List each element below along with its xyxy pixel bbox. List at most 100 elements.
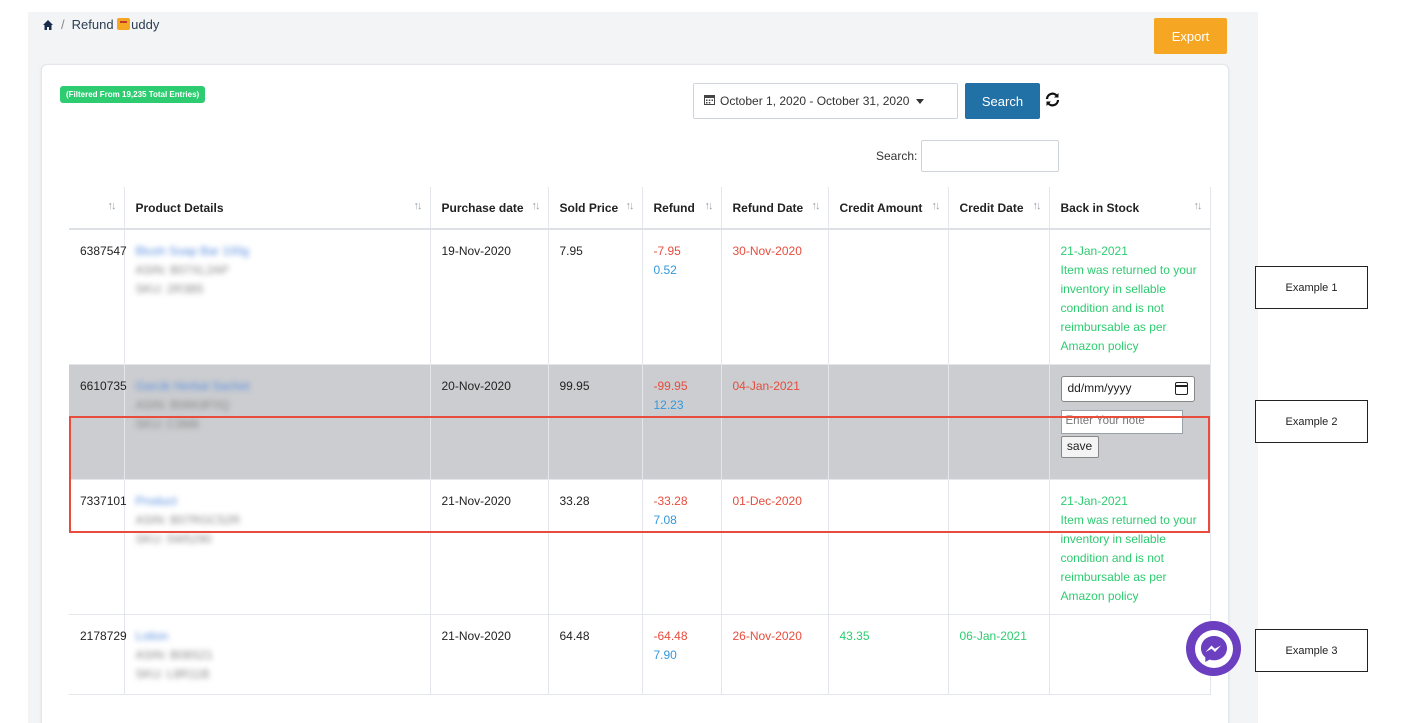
credit-date: 06-Jan-2021 [948,614,1050,695]
column-header-label: Back in Stock [1060,200,1140,215]
column-header-refund-date[interactable]: Refund Date ↑↓ [721,187,829,230]
table-row: 7337101 Product ASIN: B07RGC52R SKU: 5W529… [69,479,1211,615]
product-link[interactable]: Blush Soap Bar 100g [135,244,249,258]
sold-price: 64.48 [548,614,643,695]
back-in-stock-note-line: Item was returned to your [1060,263,1197,277]
purchase-date: 21-Nov-2020 [430,479,549,615]
column-header-id[interactable]: ↑↓ [69,187,125,230]
column-header-label: Credit Amount [839,200,923,215]
column-header-credit-amount[interactable]: Credit Amount ↑↓ [828,187,949,230]
column-header-label: Purchase date [441,200,524,215]
back-in-stock-date: 21-Jan-2021 [1060,244,1128,258]
column-header-product-details[interactable]: Product Details ↑↓ [124,187,431,230]
table-row: 6387547 Blush Soap Bar 100g ASIN: B07XL2A… [69,229,1211,365]
product-asin: ASIN: B07RGC52R [135,512,241,527]
app-window: / Refund uddy Export (Filtered From 19,2… [28,12,1258,723]
credit-date [948,479,1050,615]
annotation-example-2: Example 2 [1255,400,1368,443]
table-row-highlighted: 6610735 Garcik Herbal Sachet ASIN: B06K8F… [69,364,1211,480]
breadcrumb-separator: / [61,17,65,32]
column-header-purchase-date[interactable]: Purchase date ↑↓ [430,187,549,230]
order-id: 6387547 [69,229,127,365]
sort-icon: ↑↓ [625,200,635,212]
calendar-icon[interactable] [1174,382,1188,395]
product-sku: SKU: 5W5290 [135,531,212,546]
blurred-product-info: Product ASIN: B07RGC52R SKU: 5W5290 [136,492,419,549]
sold-price: 7.95 [548,229,643,365]
sort-icon: ↑↓ [1193,200,1203,212]
product-link[interactable]: Garcik Herbal Sachet [135,378,250,393]
back-in-stock-date-input[interactable]: dd/mm/yyyy [1060,375,1195,402]
product-link[interactable]: Product [135,493,177,508]
order-id: 2178729 [69,614,127,695]
home-icon[interactable] [42,19,54,31]
save-button[interactable]: save [1060,435,1099,458]
refund-cell: -64.48 7.90 [642,614,722,695]
back-in-stock-note-line: inventory in sellable [1060,282,1166,296]
refund-cell: -33.28 7.08 [642,479,722,615]
filtered-entries-badge: (Filtered From 19,235 Total Entries) [60,86,206,103]
sort-icon: ↑↓ [531,200,541,212]
table-search-input[interactable] [921,140,1059,172]
blurred-product-info: Lotion ASIN: B08S21 SKU: L8R11B [136,627,419,684]
sort-icon: ↑↓ [704,200,714,212]
order-id: 6610735 [69,364,127,480]
sort-icon: ↑↓ [931,200,941,212]
credit-amount [828,479,949,615]
note-input[interactable]: Enter Your note [1060,409,1183,434]
refund-fee: 7.08 [653,512,677,527]
sort-icon: ↑↓ [1032,200,1042,212]
table-header-row: ↑↓ Product Details ↑↓ Purchase date ↑↓ Sol… [69,187,1211,230]
blurred-product-info: Garcik Herbal Sachet ASIN: B06K8F0Q SKU: C… [136,377,419,434]
product-asin: ASIN: B07XL2AP [135,263,229,277]
back-in-stock-note-line: condition and is not [1060,550,1164,565]
back-in-stock-note-line: Amazon policy [1060,588,1139,603]
sort-icon: ↑↓ [811,200,821,212]
credit-date [948,229,1050,365]
column-header-label: Refund Date [732,200,804,215]
product-link[interactable]: Lotion [135,628,169,643]
product-asin: ASIN: B06K8F0Q [135,397,230,412]
refund-date: 30-Nov-2020 [721,229,829,365]
column-header-label: Sold Price [559,200,619,215]
column-header-label: Refund [653,200,695,215]
back-in-stock-note-line: reimbursable as per [1060,569,1167,584]
main-card: (Filtered From 19,235 Total Entries) Oct… [41,64,1229,723]
back-in-stock-note-line: reimbursable as per [1060,320,1167,334]
column-header-refund[interactable]: Refund ↑↓ [642,187,722,230]
caret-down-icon [916,98,925,104]
product-sku: SKU: L8R11B [135,666,210,681]
app-name-prefix: Refund [71,17,118,32]
back-in-stock-date: 21-Jan-2021 [1060,493,1128,508]
back-in-stock-cell: 21-Jan-2021 Item was returned to your inve… [1049,479,1211,615]
blurred-product-info: Blush Soap Bar 100g ASIN: B07XL2AP SKU: 2R… [136,242,419,299]
column-header-credit-date[interactable]: Credit Date ↑↓ [948,187,1050,230]
search-button[interactable]: Search [965,83,1040,119]
calendar-icon [704,94,715,108]
refund-fee: 7.90 [653,647,677,662]
product-details: Blush Soap Bar 100g ASIN: B07XL2AP SKU: 2R… [124,229,431,365]
app-name-suffix: uddy [131,17,160,32]
back-in-stock-note-line: condition and is not [1060,301,1164,315]
refund-table: ↑↓ Product Details ↑↓ Purchase date ↑↓ Sol… [69,187,1211,695]
sort-icon: ↑↓ [107,200,117,212]
column-header-back-in-stock[interactable]: Back in Stock ↑↓ [1049,187,1211,230]
credit-amount: 43.35 [828,614,949,695]
column-header-sold-price[interactable]: Sold Price ↑↓ [548,187,643,230]
export-button[interactable]: Export [1154,18,1227,54]
refund-date: 01-Dec-2020 [721,479,829,615]
credit-amount [828,364,949,480]
refund-amount: -64.48 [653,628,688,643]
messenger-chat-button[interactable] [1186,621,1241,676]
back-in-stock-note-line: inventory in sellable [1060,531,1166,546]
refund-amount: -7.95 [653,244,681,258]
refresh-icon[interactable] [1044,91,1061,108]
order-id: 7337101 [69,479,127,615]
annotation-example-3: Example 3 [1255,629,1368,672]
purchase-date: 21-Nov-2020 [430,614,549,695]
breadcrumb: / Refund uddy [42,17,159,32]
date-placeholder: dd/mm/yyyy [1067,381,1132,395]
refund-amount: -99.95 [653,378,688,393]
date-range-picker[interactable]: October 1, 2020 - October 31, 2020 [693,83,958,119]
breadcrumb-app-name[interactable]: Refund uddy [72,17,160,32]
